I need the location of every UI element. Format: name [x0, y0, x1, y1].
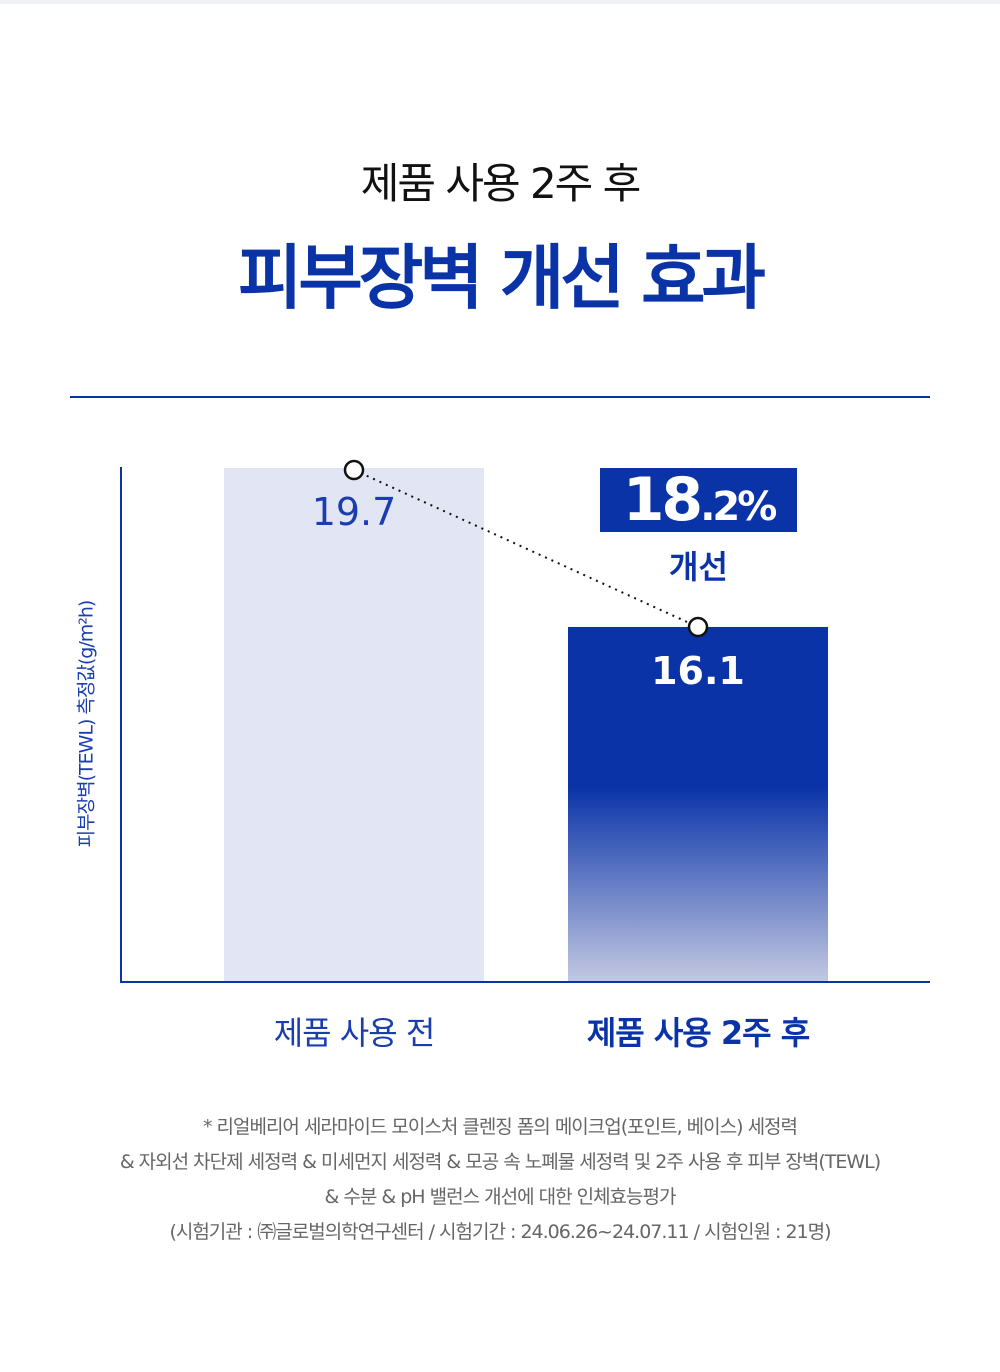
x-tick-label-after: 제품 사용 2주 후	[586, 1014, 810, 1052]
data-point-1	[687, 616, 709, 638]
y-axis-label: 피부장벽(TEWL) 측정값(g/m²h)	[75, 600, 98, 848]
footnote-line: * 리얼베리어 세라마이드 모이스처 클렌징 폼의 메이크업(포인트, 베이스)…	[202, 1116, 798, 1138]
footnote-line: & 자외선 차단제 세정력 & 미세먼지 세정력 & 모공 속 노폐물 세정력 …	[119, 1151, 881, 1173]
page-title: 피부장벽 개선 효과	[238, 237, 766, 319]
bar-value-label-before: 19.7	[311, 490, 397, 534]
bar-1	[568, 626, 828, 982]
subtitle: 제품 사용 2주 후	[360, 159, 642, 208]
divider	[70, 396, 930, 398]
trend-line	[353, 469, 699, 628]
improvement-value: 18	[622, 465, 703, 535]
improvement-unit: .2%	[700, 484, 777, 530]
improvement-label: 개선	[669, 548, 728, 586]
improvement-badge: 18.2%	[600, 468, 797, 532]
x-tick-label-before: 제품 사용 전	[273, 1014, 436, 1052]
bar-0	[224, 468, 484, 982]
bar-value-label-after: 16.1	[651, 648, 745, 693]
footnote-line: & 수분 & pH 밸런스 개선에 대한 인체효능평가	[324, 1186, 677, 1208]
top-band	[0, 0, 1000, 4]
footnote: * 리얼베리어 세라마이드 모이스처 클렌징 폼의 메이크업(포인트, 베이스)…	[0, 1110, 1000, 1250]
footnote-line: (시험기관 : ㈜글로벌의학연구센터 / 시험기간 : 24.06.26~24.…	[169, 1221, 831, 1243]
data-point-0	[343, 459, 365, 481]
